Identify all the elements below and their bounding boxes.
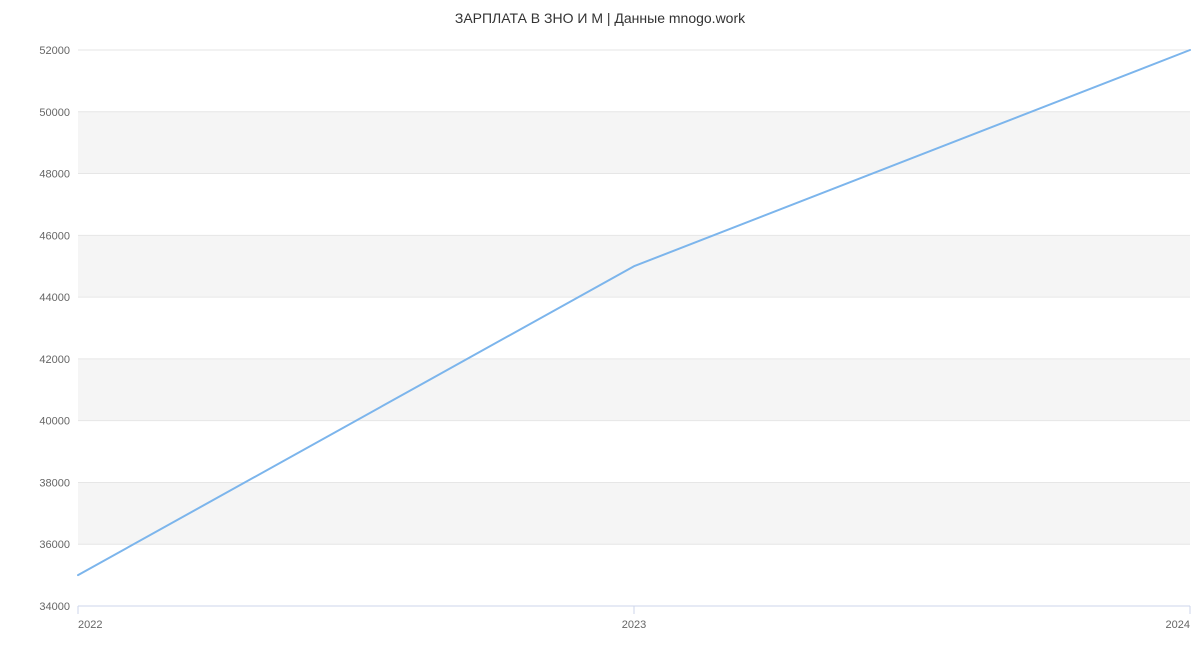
y-tick-label: 40000 (39, 416, 70, 428)
x-tick-label: 2022 (78, 619, 102, 631)
y-tick-label: 48000 (39, 169, 70, 181)
y-tick-label: 52000 (39, 45, 70, 57)
salary-line-chart: ЗАРПЛАТА В ЗНО И М | Данные mnogo.work 3… (0, 0, 1200, 650)
y-tick-label: 44000 (39, 292, 70, 304)
y-tick-label: 50000 (39, 107, 70, 119)
x-tick-label: 2024 (1166, 619, 1190, 631)
x-tick-label: 2023 (622, 619, 646, 631)
plot-band (78, 482, 1190, 544)
y-tick-label: 34000 (39, 601, 70, 613)
chart-title: ЗАРПЛАТА В ЗНО И М | Данные mnogo.work (0, 10, 1200, 26)
y-tick-label: 38000 (39, 477, 70, 489)
plot-band (78, 359, 1190, 421)
plot-band (78, 112, 1190, 174)
y-tick-label: 46000 (39, 230, 70, 242)
y-tick-label: 42000 (39, 354, 70, 366)
y-tick-label: 36000 (39, 539, 70, 551)
chart-svg: 34000 36000 38000 40000 42000 44000 46000 48000… (0, 0, 1200, 650)
